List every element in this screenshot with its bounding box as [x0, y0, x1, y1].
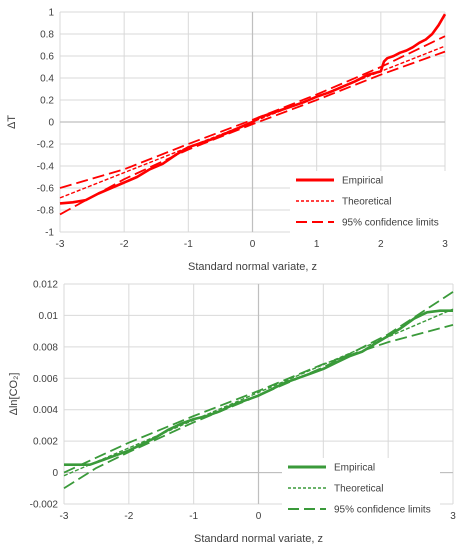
y-tick-label: 0.01: [39, 311, 59, 322]
series-line-theoretical: [63, 308, 454, 477]
y-tick-label: 0.004: [33, 405, 58, 416]
y-tick-label: -1: [45, 228, 54, 239]
legend-label: Theoretical: [342, 197, 391, 208]
series-line-95-confidence-limits: [59, 35, 446, 189]
series-line-theoretical: [59, 45, 446, 199]
x-axis-title: Standard normal variate, z: [194, 533, 323, 545]
y-tick-label: 0: [52, 468, 58, 479]
y-tick-label: 0.2: [40, 96, 54, 107]
series-line-confidence-limit-lower: [63, 291, 454, 490]
y-tick-label: 0.002: [33, 437, 58, 448]
y-tick-label: 0.006: [33, 374, 58, 385]
x-tick-label: 3: [442, 239, 448, 250]
legend-label: 95% confidence limits: [342, 218, 439, 229]
y-tick-label: 0.8: [40, 30, 54, 41]
y-tick-label: 0.4: [40, 74, 54, 85]
x-axis-title: Standard normal variate, z: [188, 261, 317, 273]
y-tick-label: 1: [48, 8, 54, 19]
y-tick-label: 0.6: [40, 52, 54, 63]
y-tick-label: -0.002: [30, 500, 59, 511]
x-tick-label: 0: [256, 511, 262, 522]
series-line-confidence-limit-lower: [59, 50, 446, 216]
x-tick-label: -1: [189, 511, 198, 522]
y-tick-label: 0.012: [33, 280, 58, 291]
x-tick-label: 3: [450, 511, 456, 522]
legend-label: 95% confidence limits: [334, 505, 431, 516]
chart-panel-2: -0.002 0 0.002 0.004 0.006 0.008 0.01 0.012 -3 -2…: [8, 280, 456, 546]
y-tick-label: -0.6: [37, 184, 55, 195]
y-tick-label: -0.4: [37, 162, 55, 173]
x-tick-label: 2: [378, 239, 384, 250]
y-tick-label: -0.8: [37, 206, 55, 217]
x-tick-label: 1: [314, 239, 320, 250]
y-tick-label: 0.008: [33, 342, 58, 353]
x-tick-label: -3: [60, 511, 69, 522]
x-tick-label: -1: [184, 239, 193, 250]
legend-background: [290, 171, 448, 236]
y-axis-title: ΔT: [6, 115, 18, 129]
legend-background: [282, 458, 440, 523]
series-line-95-confidence-limits: [63, 324, 454, 474]
y-tick-label: 0: [48, 118, 54, 129]
y-axis-title: Δln[CO₂]: [8, 373, 20, 416]
chart-panel-1: -1 -0.8 -0.6 -0.4 -0.2 0 0.2 0.4 0.6 0.8 1 -3 -2 -1 0 1…: [6, 8, 448, 274]
legend-label: Empirical: [334, 463, 375, 474]
legend-label: Theoretical: [334, 484, 383, 495]
x-tick-label: -2: [124, 511, 133, 522]
legend: Empirical Theoretical 95% confidence limit…: [296, 176, 439, 229]
series-line-empirical: [59, 13, 447, 205]
x-tick-label: -2: [120, 239, 129, 250]
x-tick-label: -3: [56, 239, 65, 250]
y-tick-label: -0.2: [37, 140, 55, 151]
legend: Empirical Theoretical 95% confidence limit…: [288, 463, 431, 516]
legend-label: Empirical: [342, 176, 383, 187]
x-tick-label: 0: [250, 239, 256, 250]
